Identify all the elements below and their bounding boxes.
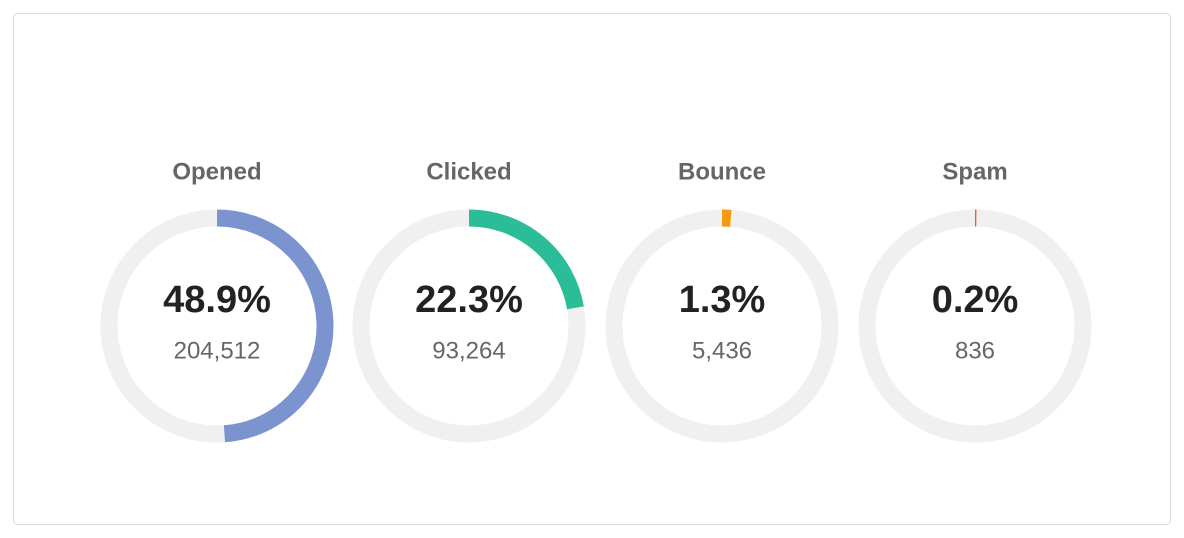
gauge-title: Spam <box>942 158 1007 185</box>
gauge-count: 5,436 <box>692 337 752 364</box>
card <box>13 13 1171 525</box>
gauge-arc <box>216 209 334 443</box>
gauge-count: 836 <box>955 337 995 364</box>
gauge-title: Clicked <box>426 158 511 185</box>
gauge-percent: 48.9% <box>163 279 271 321</box>
gauge-title: Bounce <box>678 158 766 185</box>
gauge-title: Opened <box>172 158 261 185</box>
gauge-percent: 22.3% <box>415 279 523 321</box>
gauge-percent: 0.2% <box>932 279 1019 321</box>
gauge-percent: 1.3% <box>679 279 766 321</box>
gauge-count: 93,264 <box>432 337 505 364</box>
gauge-count: 204,512 <box>174 337 261 364</box>
gauge-arc <box>468 209 584 310</box>
